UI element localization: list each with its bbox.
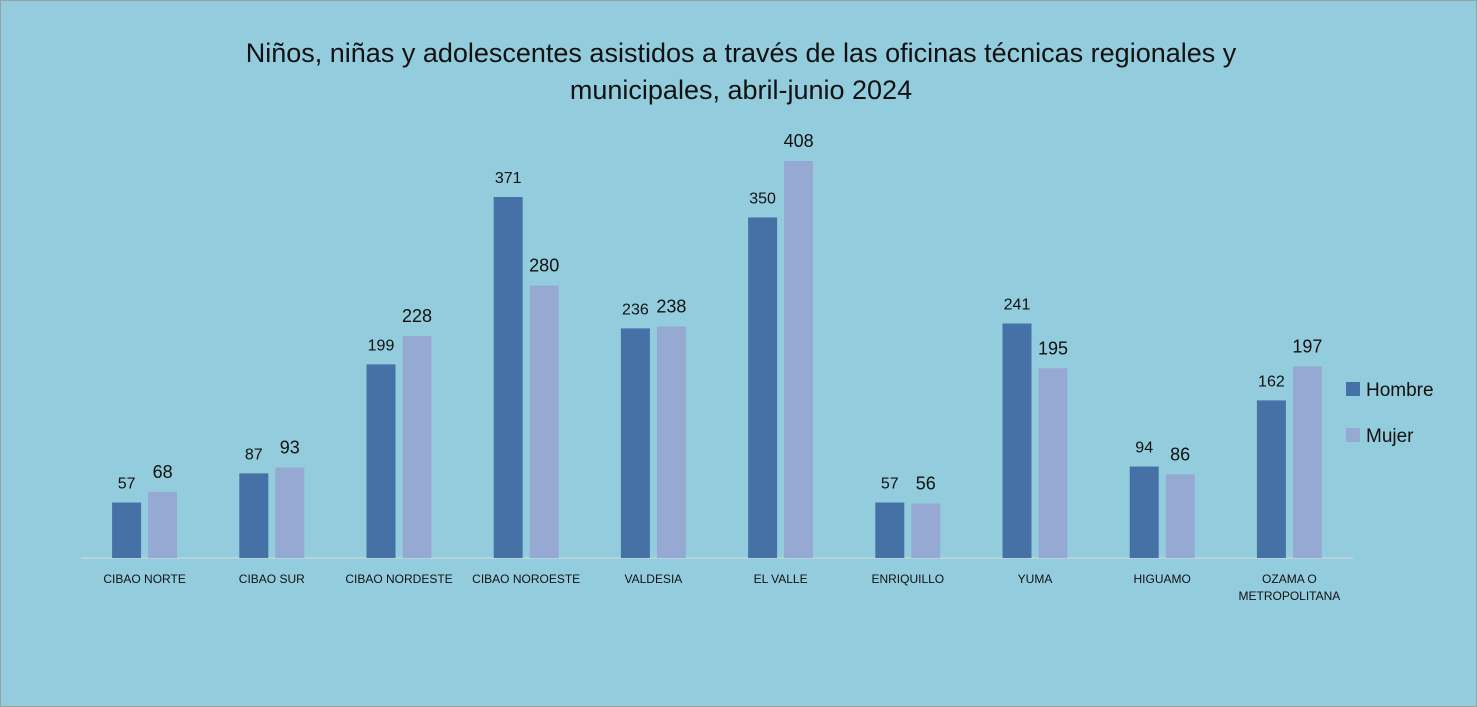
legend-label: Hombre [1366,380,1434,401]
x-tick-label: EL VALLE [753,572,808,586]
bar [366,364,396,558]
data-label: 195 [1038,338,1068,358]
data-label: 56 [916,474,936,494]
data-label: 371 [495,170,522,187]
data-label: 57 [881,476,899,493]
bar [275,467,305,558]
data-label: 162 [1258,373,1285,390]
data-label: 57 [118,476,136,493]
chart-title: Niños, niñas y adolescentes asistidos a … [245,38,1237,105]
x-tick-label: ENRIQUILLO [871,572,945,586]
legend-label: Mujer [1366,426,1414,447]
x-tick-label: VALDESIA [624,572,683,586]
bar [875,502,905,558]
data-label: 197 [1292,336,1322,356]
x-tick-label: CIBAO NORTE [103,572,186,586]
data-label: 68 [153,462,173,482]
data-label: 86 [1170,444,1190,464]
data-label: 228 [402,306,432,326]
data-label: 241 [1004,297,1031,314]
bar [1292,366,1322,558]
bar [1129,466,1159,558]
data-label: 236 [622,301,649,318]
bar [656,326,686,558]
bar [620,328,650,558]
data-label: 87 [245,446,263,463]
bar [239,473,269,558]
data-label: 350 [749,190,776,207]
data-label: 94 [1135,440,1153,457]
data-label: 199 [368,337,395,354]
x-tick-label: CIBAO SUR [238,572,305,586]
x-tick-label: OZAMA O METROPOLITANA [1238,572,1341,603]
data-label: 280 [529,256,559,276]
bar [493,197,523,558]
bar [402,336,432,558]
data-label: 408 [784,131,814,151]
bar [148,491,178,558]
legend-swatch [1346,428,1360,442]
bar [112,502,142,558]
x-tick-label: HIGUAMO [1133,572,1191,586]
bar [1038,368,1068,558]
bar [911,503,941,558]
x-tick-label: CIBAO NORDESTE [345,572,453,586]
bar [1165,474,1195,558]
x-tick-label: CIBAO NOROESTE [472,572,581,586]
data-label: 93 [280,438,300,458]
bar [1256,400,1286,558]
bar [784,161,814,559]
bar [529,285,559,558]
bar [748,217,778,558]
data-label: 238 [656,296,686,316]
legend-swatch [1346,382,1360,396]
bar [1002,323,1032,558]
x-tick-label: YUMA [1017,572,1053,586]
